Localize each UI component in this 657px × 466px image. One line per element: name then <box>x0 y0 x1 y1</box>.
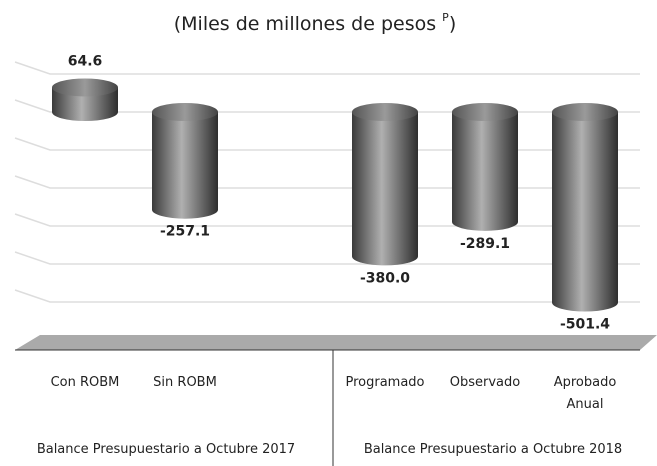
grid-line <box>14 137 640 151</box>
x-tick-label: Sin ROBM <box>153 375 217 390</box>
bar <box>352 112 418 266</box>
group-label: Balance Presupuestario a Octubre 2018 <box>363 442 623 457</box>
value-label: -380.0 <box>360 270 410 286</box>
value-label: -289.1 <box>460 236 510 252</box>
bar-cap <box>152 103 218 121</box>
value-label: -501.4 <box>560 317 610 333</box>
bar <box>552 112 618 312</box>
x-tick-label: Observado <box>449 375 521 390</box>
grid-line <box>14 289 640 303</box>
bar <box>452 112 518 231</box>
chart-title: (Miles de millones de pesos P) <box>174 11 456 35</box>
bar-cap <box>52 78 118 97</box>
bar-cap <box>552 103 618 121</box>
bar <box>152 112 218 219</box>
group-label: Balance Presupuestario a Octubre 2017 <box>36 442 296 457</box>
floor <box>15 335 657 350</box>
x-tick-label: Con ROBM <box>50 375 120 390</box>
bar <box>52 87 118 121</box>
bar-cap <box>452 103 518 121</box>
value-label: 64.6 <box>68 53 103 69</box>
x-tick-label: Aprobado Anual <box>553 375 617 412</box>
value-label: -257.1 <box>160 224 210 240</box>
x-tick-label: Programado <box>345 375 425 390</box>
grid-line <box>14 61 640 75</box>
grid-line <box>14 213 640 227</box>
grid-line <box>14 99 640 113</box>
bar-cap <box>352 103 418 121</box>
grid-line <box>14 251 640 265</box>
grid-line <box>14 175 640 189</box>
